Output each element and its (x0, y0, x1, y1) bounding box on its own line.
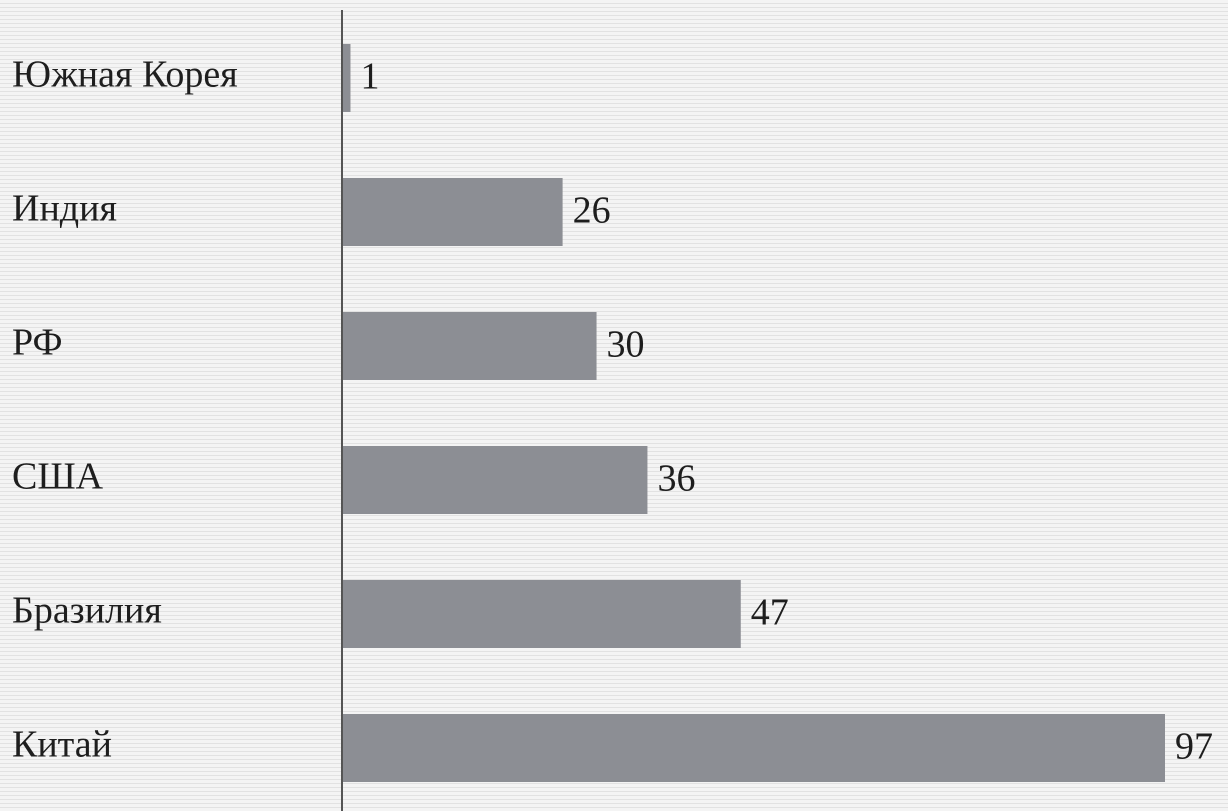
value-label: 47 (751, 592, 789, 634)
bar (342, 44, 351, 112)
value-label: 26 (573, 190, 611, 232)
bar (342, 178, 563, 246)
value-label: 30 (607, 324, 645, 366)
category-label: Индия (12, 188, 117, 230)
category-label: США (12, 456, 104, 498)
value-label: 97 (1175, 726, 1213, 768)
category-label: Бразилия (12, 590, 162, 632)
category-label: РФ (12, 322, 63, 364)
value-label: 36 (657, 458, 695, 500)
category-label: Китай (12, 724, 112, 766)
bar (342, 446, 648, 514)
bar (342, 714, 1165, 782)
category-label: Южная Корея (12, 54, 238, 96)
bar (342, 312, 597, 380)
value-label: 1 (360, 56, 379, 98)
bar (342, 580, 741, 648)
